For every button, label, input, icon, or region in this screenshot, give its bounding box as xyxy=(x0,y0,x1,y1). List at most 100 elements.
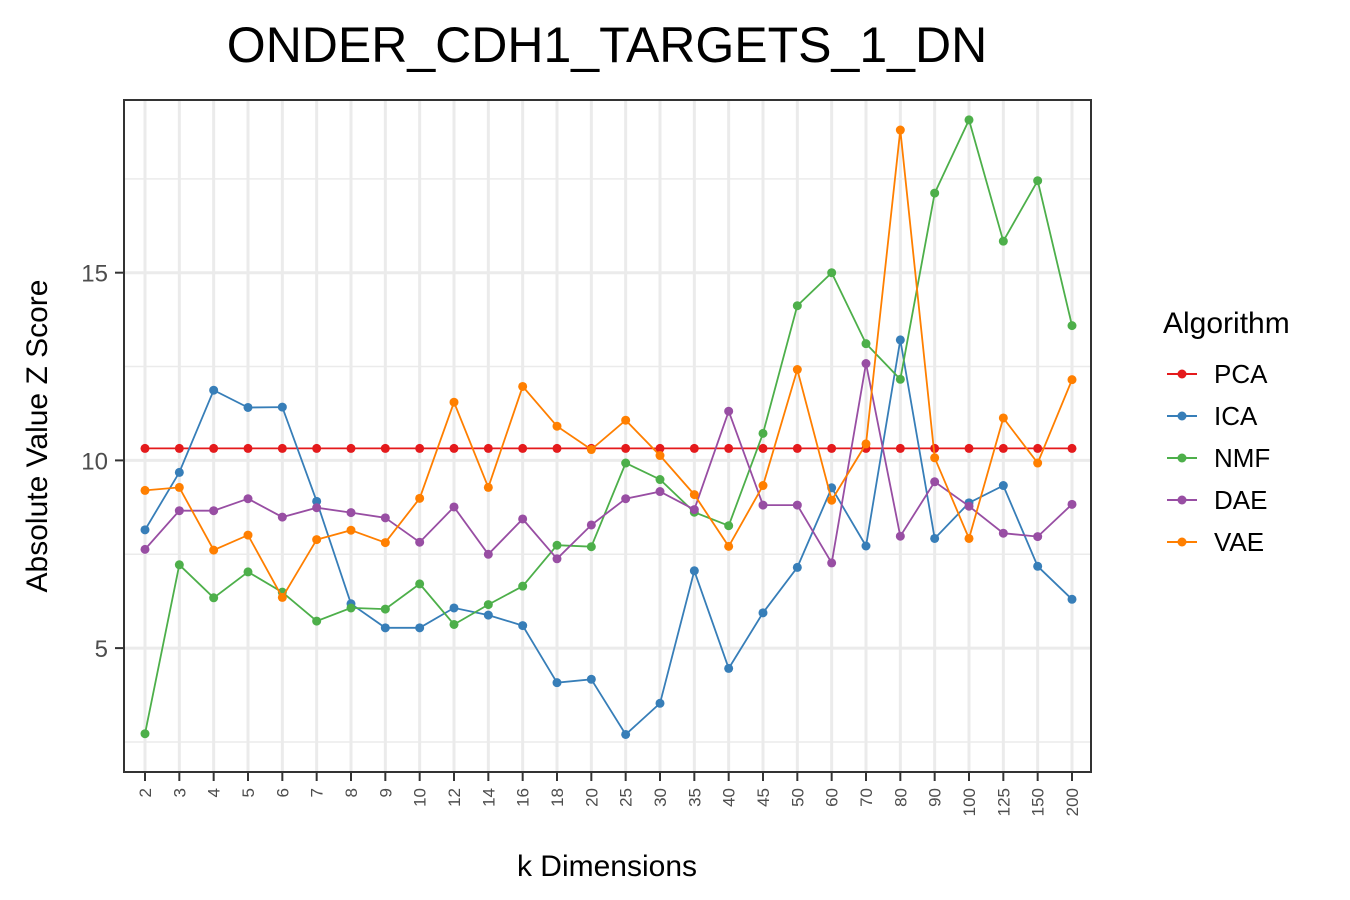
legend-label-dae: DAE xyxy=(1214,485,1267,515)
data-point-nmf xyxy=(1067,321,1077,331)
data-point-pca xyxy=(827,443,837,453)
data-point-vae xyxy=(312,535,322,545)
data-point-pca xyxy=(483,443,493,453)
data-point-nmf xyxy=(758,428,768,438)
data-point-ica xyxy=(861,541,871,551)
data-point-dae xyxy=(724,406,734,416)
data-point-vae xyxy=(209,545,219,555)
data-point-dae xyxy=(689,505,699,515)
data-point-vae xyxy=(655,451,665,461)
data-point-ica xyxy=(449,603,459,613)
data-point-dae xyxy=(312,503,322,513)
data-point-pca xyxy=(243,443,253,453)
x-tick-label: 9 xyxy=(376,788,395,797)
data-point-pca xyxy=(998,443,1008,453)
data-point-pca xyxy=(964,443,974,453)
data-point-vae xyxy=(689,490,699,500)
data-point-pca xyxy=(140,443,150,453)
x-tick-label: 7 xyxy=(308,788,327,797)
data-point-vae xyxy=(518,381,528,391)
data-point-pca xyxy=(724,443,734,453)
data-point-ica xyxy=(312,496,322,506)
x-tick-label: 30 xyxy=(651,788,670,807)
data-point-nmf xyxy=(998,236,1008,246)
data-point-pca xyxy=(895,443,905,453)
data-point-dae xyxy=(209,506,219,516)
data-point-dae xyxy=(483,549,493,559)
legend-label-vae: VAE xyxy=(1214,527,1264,557)
data-point-nmf xyxy=(621,458,631,468)
data-point-nmf xyxy=(243,567,253,577)
legend-title: Algorithm xyxy=(1163,307,1290,340)
x-tick-label: 100 xyxy=(960,788,979,816)
data-point-nmf xyxy=(449,619,459,629)
data-point-dae xyxy=(930,477,940,487)
data-point-vae xyxy=(552,421,562,431)
data-point-vae xyxy=(277,592,287,602)
data-point-pca xyxy=(346,443,356,453)
data-point-ica xyxy=(998,481,1008,491)
x-tick-label: 80 xyxy=(891,788,910,807)
data-point-vae xyxy=(380,538,390,548)
legend-key-point-dae xyxy=(1177,495,1187,505)
series-line-dae xyxy=(144,363,1073,566)
grid-lines xyxy=(124,100,1091,772)
data-point-dae xyxy=(827,558,837,568)
data-point-nmf xyxy=(655,475,665,485)
data-point-pca xyxy=(277,443,287,453)
series-line-nmf xyxy=(144,117,1073,734)
data-point-dae xyxy=(964,501,974,511)
data-point-pca xyxy=(689,443,699,453)
data-point-ica xyxy=(243,402,253,412)
data-point-ica xyxy=(415,623,425,633)
y-tick-label: 15 xyxy=(81,261,108,288)
legend-key-point-pca xyxy=(1177,369,1187,379)
data-point-pca xyxy=(415,443,425,453)
data-point-nmf xyxy=(895,374,905,384)
legend-key-point-nmf xyxy=(1177,453,1187,463)
data-point-vae xyxy=(1067,375,1077,385)
legend: Algorithm PCA ICA NMF DAE VAE xyxy=(1163,307,1290,557)
data-point-nmf xyxy=(209,593,219,603)
data-point-dae xyxy=(552,554,562,564)
x-tick-label: 35 xyxy=(685,788,704,807)
x-tick-label: 8 xyxy=(342,788,361,797)
data-point-pca xyxy=(1067,443,1077,453)
data-point-pca xyxy=(655,443,665,453)
y-axis: 5 10 15 xyxy=(81,261,124,663)
x-tick-label: 125 xyxy=(994,788,1013,816)
data-point-ica xyxy=(518,621,528,631)
data-point-vae xyxy=(586,445,596,455)
data-point-dae xyxy=(895,531,905,541)
data-point-vae xyxy=(1033,458,1043,468)
data-point-vae xyxy=(895,125,905,135)
data-point-vae xyxy=(346,525,356,535)
x-tick-label: 10 xyxy=(411,788,430,807)
data-point-ica xyxy=(758,608,768,618)
data-point-nmf xyxy=(792,301,802,311)
data-point-pca xyxy=(312,443,322,453)
x-tick-label: 16 xyxy=(514,788,533,807)
data-point-dae xyxy=(586,520,596,530)
data-point-ica xyxy=(552,678,562,688)
y-tick-label: 10 xyxy=(81,448,108,475)
data-point-dae xyxy=(655,487,665,497)
x-tick-label: 20 xyxy=(582,788,601,807)
data-point-nmf xyxy=(861,339,871,349)
data-point-dae xyxy=(449,502,459,512)
x-axis-title: k Dimensions xyxy=(517,850,697,883)
data-point-nmf xyxy=(483,600,493,610)
y-tick-label: 5 xyxy=(95,636,108,663)
data-point-vae xyxy=(861,439,871,449)
data-point-ica xyxy=(655,698,665,708)
x-tick-label: 150 xyxy=(1029,788,1048,816)
data-point-vae xyxy=(792,365,802,375)
data-point-nmf xyxy=(964,115,974,125)
data-point-ica xyxy=(689,566,699,576)
data-point-dae xyxy=(518,514,528,524)
x-tick-label: 18 xyxy=(548,788,567,807)
data-point-nmf xyxy=(552,540,562,550)
data-point-dae xyxy=(758,500,768,510)
data-point-ica xyxy=(1067,594,1077,604)
